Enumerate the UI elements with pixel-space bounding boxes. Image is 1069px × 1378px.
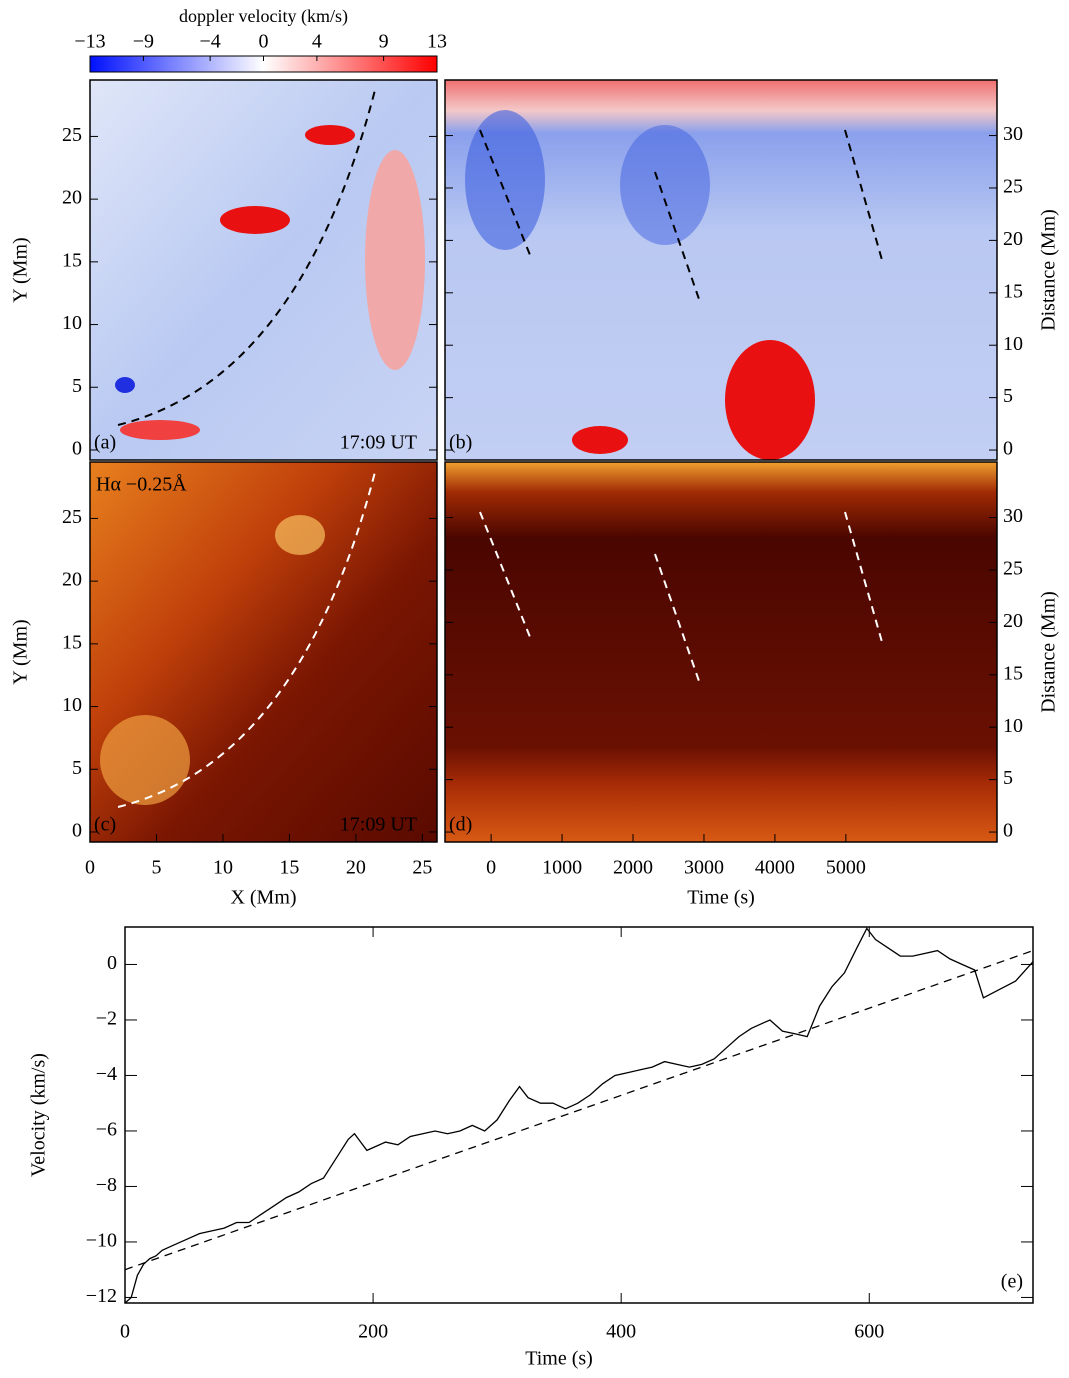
y-tick-label: 15 <box>1003 280 1023 302</box>
feature <box>725 340 815 460</box>
colorbar-tick-label: 4 <box>312 31 322 53</box>
colorbar-tick-label: 0 <box>259 31 269 53</box>
y-tick-label: 5 <box>1003 767 1013 789</box>
trace-lines <box>479 511 883 685</box>
x-tick-label: 600 <box>854 1321 884 1343</box>
panel-label: (a) <box>94 432 116 454</box>
y-tick-label: 20 <box>62 187 82 209</box>
y-axis-title: Y (Mm) <box>10 619 32 684</box>
timestamp: 17:09 UT <box>340 432 417 454</box>
y-tick-label: 5 <box>72 375 82 397</box>
feature <box>275 515 325 555</box>
y-tick-label: 0 <box>72 438 82 460</box>
feature <box>100 715 190 805</box>
y-tick-label: 15 <box>1003 662 1023 684</box>
x-tick-label: 2000 <box>613 857 653 879</box>
y-tick-label: 20 <box>1003 610 1023 632</box>
colorbar-tick-label: 13 <box>427 31 447 53</box>
y-tick-label: 25 <box>62 506 82 528</box>
y-tick-label: −2 <box>96 1008 117 1030</box>
colorbar-tick-label: 9 <box>379 31 389 53</box>
image-d <box>445 462 997 842</box>
x-tick-label: 0 <box>85 857 95 879</box>
panel-frame <box>444 79 998 461</box>
y-tick-label: 25 <box>1003 558 1023 580</box>
panel-label: (c) <box>94 814 116 836</box>
panel-frame <box>89 79 438 461</box>
x-axis-title: Time (s) <box>687 887 755 909</box>
y-tick-label: 15 <box>62 249 82 271</box>
x-tick-label: 5000 <box>826 857 866 879</box>
y-tick-label: −6 <box>96 1119 117 1141</box>
y-tick-label: 10 <box>62 694 82 716</box>
x-axis-title: Time (s) <box>525 1348 593 1370</box>
panel-label: (e) <box>1001 1271 1023 1293</box>
y-tick-label: −8 <box>96 1174 117 1196</box>
y-tick-label: 5 <box>1003 385 1013 407</box>
trace-lines <box>479 129 883 303</box>
panel-frame <box>444 461 998 843</box>
loop-path <box>117 471 376 808</box>
y-tick-label: 0 <box>1003 438 1013 460</box>
panel-label: (d) <box>449 814 472 836</box>
y-axis-title: Distance (Mm) <box>1038 591 1060 713</box>
x-tick-label: 3000 <box>684 857 724 879</box>
x-tick-label: 0 <box>120 1321 130 1343</box>
y-tick-label: 25 <box>62 124 82 146</box>
y-tick-label: 0 <box>1003 820 1013 842</box>
feature <box>465 110 545 250</box>
x-tick-label: 1000 <box>542 857 582 879</box>
y-axis-title: Velocity (km/s) <box>28 1053 50 1177</box>
colorbar-tick-label: −9 <box>133 31 154 53</box>
x-tick-label: 15 <box>279 857 299 879</box>
y-tick-label: 20 <box>1003 228 1023 250</box>
x-tick-label: 0 <box>486 857 496 879</box>
x-axis-title: X (Mm) <box>230 887 296 909</box>
y-tick-label: 5 <box>72 757 82 779</box>
y-tick-label: 15 <box>62 631 82 653</box>
fit-line <box>124 949 1034 1271</box>
y-tick-label: 10 <box>1003 715 1023 737</box>
feature <box>120 420 200 440</box>
colorbar-tick-label: −4 <box>199 31 220 53</box>
feature <box>365 150 425 370</box>
panel-title: Hα −0.25Å <box>96 474 187 496</box>
y-tick-label: 30 <box>1003 123 1023 145</box>
plot-frame <box>124 926 1034 1304</box>
loop-path <box>117 89 376 426</box>
y-tick-label: −12 <box>86 1285 117 1307</box>
feature <box>620 125 710 245</box>
x-tick-label: 20 <box>346 857 366 879</box>
y-tick-label: 10 <box>1003 333 1023 355</box>
panel-label: (b) <box>449 432 472 454</box>
feature <box>115 377 135 393</box>
y-tick-label: 25 <box>1003 176 1023 198</box>
y-tick-label: 20 <box>62 569 82 591</box>
y-tick-label: 0 <box>72 820 82 842</box>
colorbar-title: doppler velocity (km/s) <box>179 6 348 27</box>
y-tick-label: 0 <box>107 952 117 974</box>
x-tick-label: 200 <box>358 1321 388 1343</box>
timestamp: 17:09 UT <box>340 814 417 836</box>
velocity-line <box>124 927 1034 1304</box>
colorbar-tick-label: −13 <box>74 31 105 53</box>
y-axis-title: Y (Mm) <box>10 237 32 302</box>
x-tick-label: 25 <box>412 857 432 879</box>
y-tick-label: −4 <box>96 1063 117 1085</box>
x-tick-label: 5 <box>151 857 161 879</box>
panel-art <box>90 80 997 842</box>
y-tick-label: 10 <box>62 312 82 334</box>
feature <box>305 125 355 145</box>
feature <box>220 206 290 234</box>
y-axis-title: Distance (Mm) <box>1038 209 1060 331</box>
y-tick-label: 30 <box>1003 505 1023 527</box>
panel-frame <box>89 461 438 843</box>
x-tick-label: 10 <box>213 857 233 879</box>
y-tick-label: −10 <box>86 1230 117 1252</box>
x-tick-label: 4000 <box>755 857 795 879</box>
feature <box>572 426 628 454</box>
x-tick-label: 400 <box>606 1321 636 1343</box>
